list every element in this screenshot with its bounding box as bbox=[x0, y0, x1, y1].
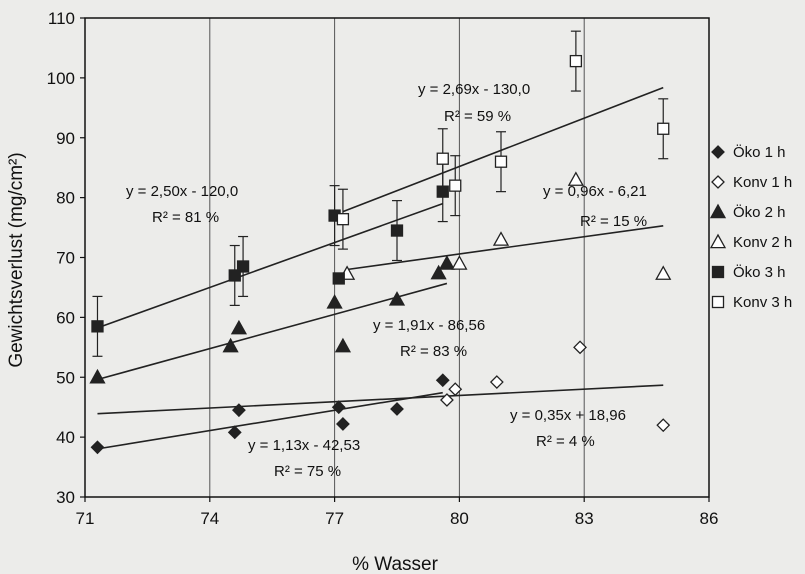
y-tick-label: 50 bbox=[56, 368, 75, 387]
legend: Öko 1 h Konv 1 h Öko 2 h Konv 2 h Öko 3 h Kon… bbox=[709, 143, 792, 311]
x-axis-ticks: 71 74 77 80 83 86 bbox=[76, 497, 719, 528]
y-tick-label: 30 bbox=[56, 488, 75, 507]
trendline-equation: y = 2,50x - 120,0 bbox=[126, 183, 238, 200]
data-point-oeko-2-h bbox=[438, 255, 456, 270]
trendline-r-squared: R² = 83 % bbox=[400, 343, 467, 360]
data-point-oeko-1-h bbox=[390, 402, 404, 416]
legend-marker bbox=[711, 175, 725, 189]
data-point-oeko-3-h bbox=[436, 185, 449, 198]
trendline-equation: y = 1,91x - 86,56 bbox=[373, 317, 485, 334]
y-axis-label: Gewichtsverlust (mg/cm²) bbox=[6, 152, 27, 367]
y-tick-label: 80 bbox=[56, 189, 75, 208]
data-point-oeko-3-h bbox=[236, 260, 250, 273]
trendline bbox=[346, 225, 664, 271]
data-point-konv-2-h bbox=[567, 171, 584, 186]
data-point-oeko-1-h bbox=[435, 373, 450, 388]
trendline-r-squared: R² = 59 % bbox=[444, 108, 511, 125]
data-point-oeko-3-h bbox=[91, 320, 104, 333]
data-point-konv-3-h bbox=[436, 152, 449, 165]
x-tick-label: 80 bbox=[450, 509, 469, 528]
y-tick-label: 100 bbox=[47, 69, 75, 88]
y-tick-label: 110 bbox=[48, 9, 75, 28]
data-point-konv-3-h bbox=[494, 155, 508, 168]
data-point-oeko-2-h bbox=[230, 319, 248, 335]
trendline-equation: y = 1,13x - 42,53 bbox=[248, 437, 360, 454]
x-tick-label: 74 bbox=[200, 509, 219, 528]
y-tick-label: 60 bbox=[56, 308, 75, 327]
trendline bbox=[97, 391, 443, 450]
data-point-oeko-2-h bbox=[89, 368, 106, 384]
data-point-oeko-1-h bbox=[90, 440, 105, 455]
data-point-oeko-2-h bbox=[388, 291, 406, 306]
data-point-oeko-1-h bbox=[336, 417, 350, 431]
trendline-r-squared: R² = 75 % bbox=[274, 463, 341, 480]
trendlines bbox=[97, 86, 664, 450]
data-point-konv-2-h bbox=[492, 231, 510, 246]
data-point-oeko-3-h bbox=[332, 272, 345, 285]
data-point-konv-3-h bbox=[336, 213, 350, 226]
trendline-equation: y = 0,35x + 18,96 bbox=[510, 407, 626, 424]
trendline-r-squared: R² = 15 % bbox=[580, 213, 647, 230]
y-tick-label: 70 bbox=[56, 249, 75, 268]
legend-label: Konv 1 h bbox=[733, 174, 792, 191]
y-axis-ticks: 30 40 50 60 70 80 90 100 110 bbox=[47, 9, 85, 507]
data-point-oeko-2-h bbox=[222, 337, 239, 353]
data-points bbox=[89, 54, 672, 455]
legend-label: Öko 3 h bbox=[733, 263, 786, 281]
data-point-konv-1-h bbox=[489, 375, 504, 389]
legend-marker bbox=[711, 145, 725, 159]
trendline bbox=[97, 282, 448, 381]
data-point-konv-3-h bbox=[657, 122, 670, 135]
trendline-r-squared: R² = 4 % bbox=[536, 433, 595, 450]
data-point-oeko-2-h bbox=[334, 337, 352, 353]
data-point-konv-1-h bbox=[440, 393, 454, 407]
trendline-equation: y = 0,96x - 6,21 bbox=[543, 183, 647, 200]
data-point-konv-3-h bbox=[449, 179, 462, 192]
y-tick-label: 40 bbox=[56, 428, 75, 447]
data-point-oeko-1-h bbox=[227, 425, 242, 440]
data-point-konv-2-h bbox=[451, 255, 468, 270]
x-tick-label: 86 bbox=[700, 509, 719, 528]
legend-marker bbox=[711, 265, 725, 279]
data-point-oeko-1-h bbox=[331, 400, 346, 415]
legend-label: Konv 3 h bbox=[733, 294, 792, 311]
legend-label: Öko 1 h bbox=[733, 143, 786, 161]
legend-marker bbox=[709, 203, 727, 219]
x-tick-label: 71 bbox=[76, 509, 95, 528]
data-point-oeko-3-h bbox=[228, 269, 241, 282]
x-axis-label: % Wasser bbox=[352, 554, 439, 574]
legend-marker bbox=[709, 233, 727, 249]
x-tick-label: 77 bbox=[325, 509, 344, 528]
trendline bbox=[97, 384, 664, 415]
data-point-oeko-2-h bbox=[430, 264, 447, 280]
data-point-konv-2-h bbox=[655, 265, 672, 280]
x-tick-label: 83 bbox=[575, 509, 594, 528]
trendline bbox=[97, 202, 444, 329]
trendline bbox=[342, 86, 664, 213]
trendline-r-squared: R² = 81 % bbox=[152, 209, 219, 226]
data-point-oeko-3-h bbox=[390, 224, 404, 237]
y-tick-label: 90 bbox=[56, 129, 75, 148]
data-point-konv-1-h bbox=[573, 340, 587, 355]
data-point-konv-1-h bbox=[656, 418, 671, 433]
data-point-konv-1-h bbox=[448, 382, 463, 397]
data-point-oeko-2-h bbox=[326, 294, 343, 309]
legend-label: Konv 2 h bbox=[733, 234, 792, 251]
legend-marker bbox=[711, 295, 725, 309]
trendline-equation: y = 2,69x - 130,0 bbox=[418, 81, 530, 98]
trendline-equations: y = 0,35x + 18,96 R² = 4 % y = 1,13x - 42,… bbox=[126, 81, 647, 480]
legend-label: Öko 2 h bbox=[733, 203, 786, 221]
data-point-konv-3-h bbox=[569, 54, 583, 68]
data-point-oeko-1-h bbox=[232, 403, 246, 418]
